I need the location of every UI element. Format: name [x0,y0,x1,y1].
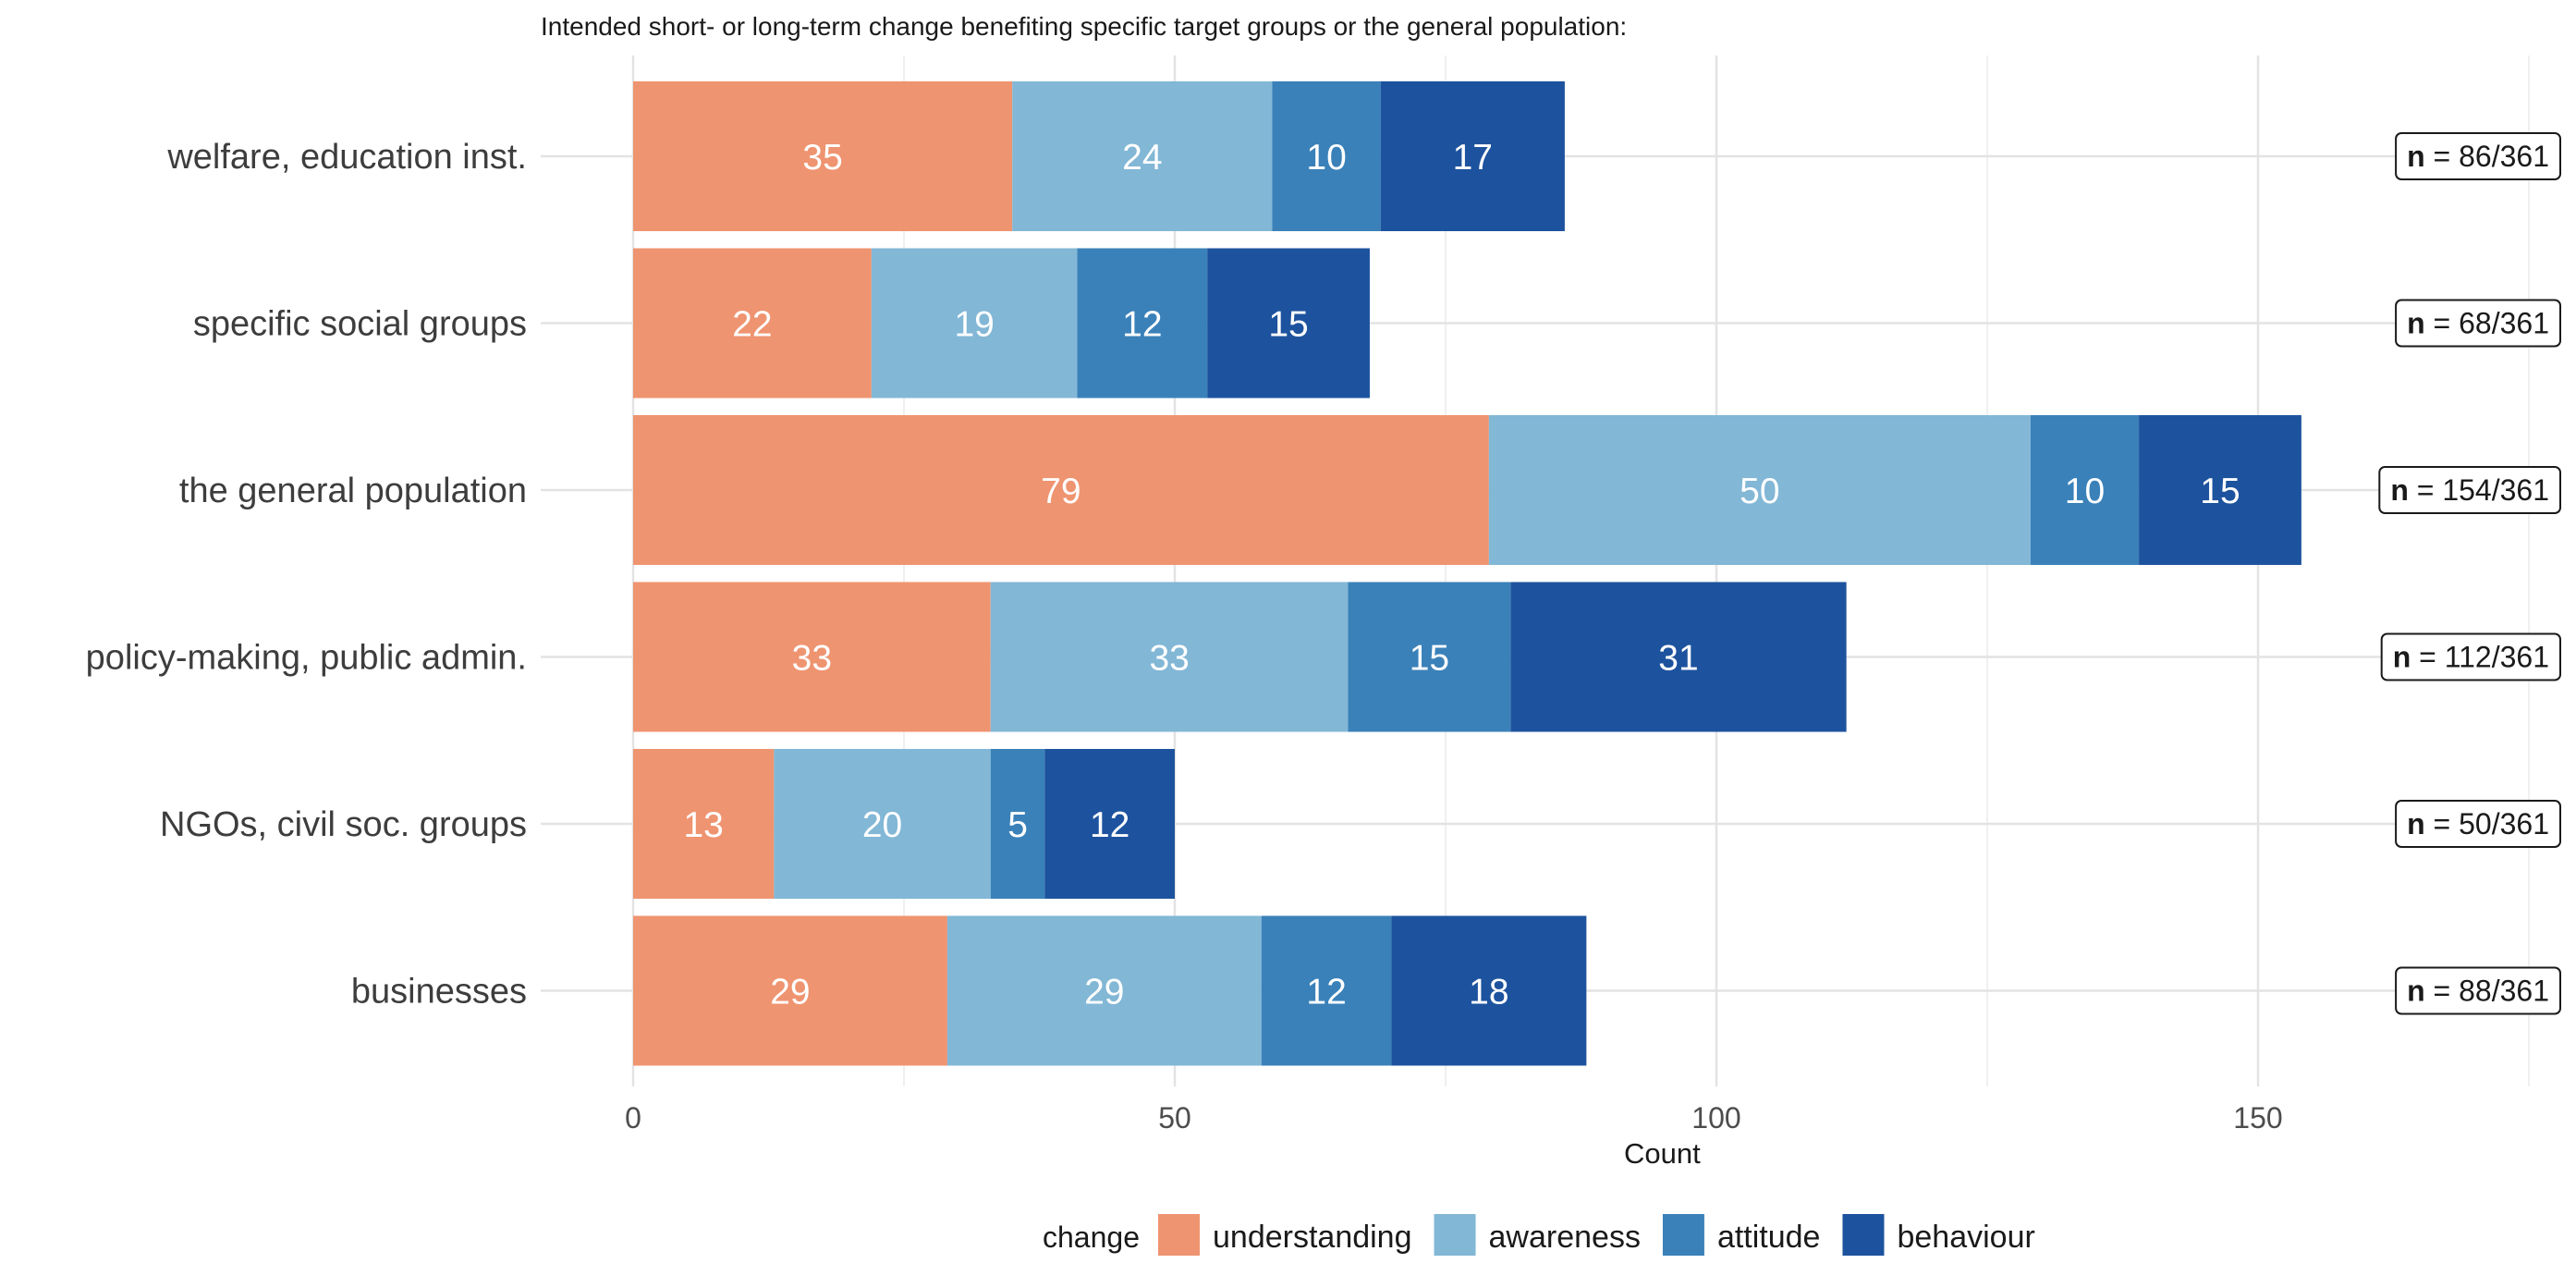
bar-value-label: 50 [1740,472,1779,511]
bar-segment-behaviour [2139,415,2301,565]
bar-value-label: 12 [1090,805,1129,845]
bars [633,81,2301,1066]
n-annotation: n = 86/361 [2395,132,2561,180]
legend-label-awareness: awareness [1489,1220,1641,1255]
bar-segment-attitude [1272,81,1381,231]
bar-segment-awareness [1488,415,2031,565]
bar-value-label: 19 [954,305,994,345]
bar-segment-understanding [633,749,775,899]
bar-segment-attitude [2030,415,2140,565]
bar-segment-awareness [1012,81,1273,231]
bar-value-label: 5 [1007,805,1028,845]
bar-segment-awareness [990,582,1349,732]
bar-value-label: 15 [1268,305,1308,345]
legend-key-behaviour [1842,1214,1885,1256]
legend-label-behaviour: behaviour [1897,1220,2034,1255]
bar-value-label: 29 [770,973,810,1012]
x-tick-label: 0 [625,1101,641,1135]
bar-segment-understanding [633,415,1489,565]
n-annotation-box [2380,632,2561,681]
n-annotation: n = 154/361 [2378,466,2561,514]
bar-segment-behaviour [1207,248,1370,399]
bar-value-label: 24 [1122,138,1162,178]
category-label: specific social groups [193,305,527,344]
x-tick-label: 100 [1691,1101,1740,1135]
legend-key-awareness [1434,1214,1476,1256]
bar-value-label: 33 [792,639,832,679]
bar-value-label: 10 [1306,138,1346,178]
legend: change understanding awareness attitude beh… [1043,1214,2035,1256]
chart-title: Intended short- or long-term change bene… [541,12,1627,41]
bar-segment-attitude [990,749,1045,899]
bar-value-label: 33 [1149,639,1189,679]
legend-label-attitude: attitude [1717,1220,1821,1255]
n-annotation-text: n = 68/361 [2407,307,2549,340]
bar-segment-awareness [946,915,1262,1066]
n-annotation-box [2395,966,2561,1015]
category-label: policy-making, public admin. [86,639,527,678]
category-label: welfare, education inst. [166,138,527,177]
bar-segment-behaviour [1044,749,1175,899]
n-annotations: n = 86/361 n = 68/361 n = 154/361 n = 112/3… [2378,132,2561,1015]
n-annotation: n = 68/361 [2395,299,2561,348]
bar-value-label: 12 [1306,973,1346,1012]
legend-label-understanding: understanding [1213,1220,1412,1255]
legend-title: change [1043,1221,1140,1254]
bar-segment-understanding [633,81,1013,231]
bar-value-label: 15 [2200,472,2240,511]
bar-value-label: 31 [1658,639,1698,679]
bar-value-label: 79 [1041,472,1080,511]
bar-value-label: 22 [732,305,772,345]
bar-value-label: 18 [1469,973,1508,1012]
n-annotation-text: n = 112/361 [2393,641,2549,674]
bar-labels: welfare, education inst. specific social … [86,138,2283,1135]
x-axis-title: Count [1624,1137,1701,1170]
legend-key-attitude [1662,1214,1704,1256]
x-tick-label: 150 [2233,1101,2282,1135]
bar-value-label: 17 [1453,138,1493,178]
n-annotation-box [2395,132,2561,180]
n-annotation-text: n = 50/361 [2407,807,2549,840]
bar-segment-awareness [871,248,1078,399]
bar-segment-attitude [1348,582,1511,732]
bar-segment-behaviour [1510,582,1847,732]
n-annotation: n = 88/361 [2395,966,2561,1015]
bar-segment-behaviour [1391,915,1587,1066]
bar-value-label: 29 [1084,973,1124,1012]
bar-value-label: 20 [862,805,902,845]
bar-segment-attitude [1261,915,1392,1066]
bar-segment-understanding [633,248,872,399]
n-annotation-text: n = 86/361 [2407,140,2549,173]
bar-value-label: 10 [2065,472,2105,511]
bar-segment-behaviour [1380,81,1565,231]
category-label: businesses [351,973,527,1012]
n-annotation-box [2395,800,2561,848]
bar-segment-understanding [633,582,991,732]
bar-segment-awareness [774,749,991,899]
n-annotation-text: n = 88/361 [2407,975,2549,1008]
bar-value-label: 13 [683,805,723,845]
bar-value-label: 35 [802,138,842,178]
category-label: NGOs, civil soc. groups [160,805,527,844]
category-label: the general population [179,472,527,510]
x-tick-label: 50 [1158,1101,1191,1135]
bar-value-label: 12 [1122,305,1162,345]
n-annotation-box [2378,466,2561,514]
n-annotation: n = 50/361 [2395,800,2561,848]
n-annotation-box [2395,299,2561,348]
n-annotation-text: n = 154/361 [2390,473,2549,507]
bar-segment-understanding [633,915,947,1066]
n-annotation: n = 112/361 [2380,632,2561,681]
bar-value-label: 15 [1410,639,1449,679]
bar-segment-attitude [1077,248,1208,399]
legend-key-understanding [1158,1214,1200,1256]
